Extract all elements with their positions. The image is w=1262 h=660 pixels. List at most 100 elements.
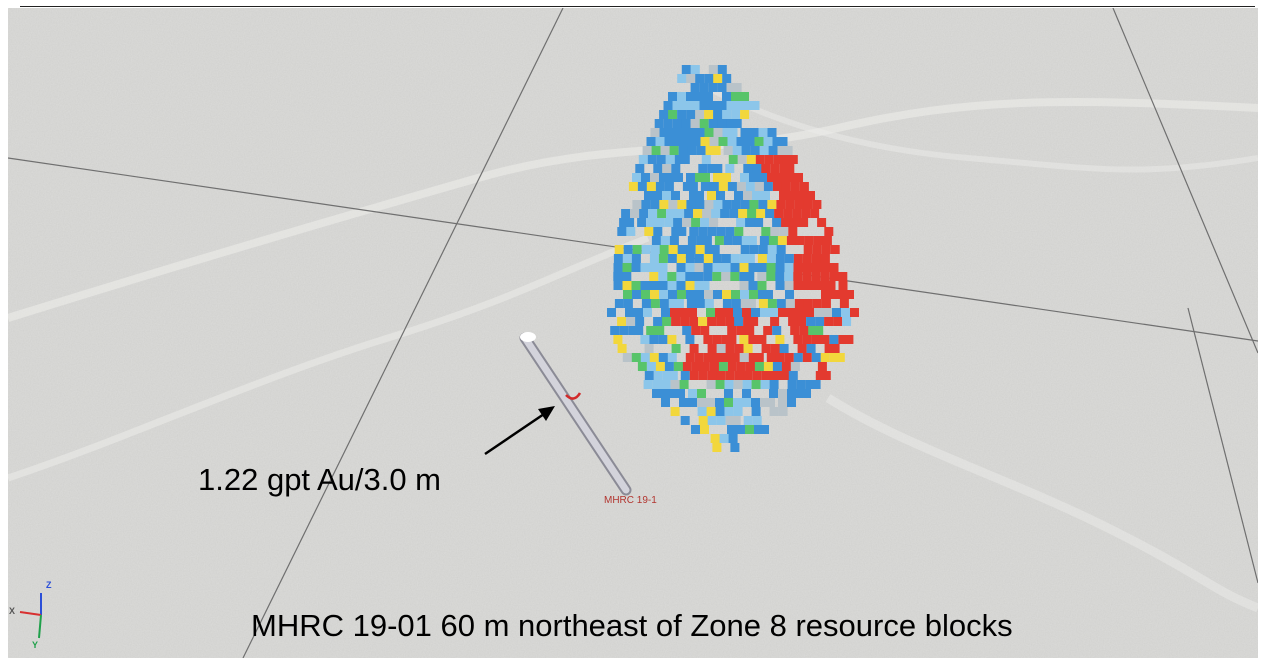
resource-block bbox=[820, 263, 830, 272]
resource-block bbox=[712, 353, 728, 362]
resource-block bbox=[776, 245, 786, 254]
resource-block bbox=[722, 128, 738, 137]
resource-block bbox=[767, 173, 776, 182]
resource-block bbox=[613, 281, 623, 290]
3d-viewport[interactable]: Z X Y MHRC 19-1 1.22 gpt Au/3.0 m MHRC 1… bbox=[8, 8, 1258, 658]
resource-block bbox=[729, 209, 745, 218]
resource-block bbox=[668, 299, 684, 308]
resource-block bbox=[749, 173, 758, 182]
resource-block bbox=[691, 326, 701, 335]
resource-block bbox=[707, 191, 716, 200]
resource-block bbox=[740, 290, 749, 299]
resource-block bbox=[658, 353, 674, 362]
resource-block bbox=[727, 326, 737, 335]
resource-block bbox=[650, 128, 660, 137]
resource-block bbox=[802, 272, 812, 281]
assay-callout-text: 1.22 gpt Au/3.0 m bbox=[198, 462, 442, 497]
resource-block bbox=[830, 290, 845, 299]
resource-block bbox=[650, 299, 660, 308]
resource-block bbox=[739, 281, 755, 290]
resource-block bbox=[669, 236, 679, 245]
resource-block bbox=[704, 299, 714, 308]
resource-block bbox=[707, 317, 717, 326]
resource-block bbox=[743, 164, 759, 173]
resource-block bbox=[748, 335, 764, 344]
resource-block bbox=[718, 137, 728, 146]
resource-block bbox=[725, 371, 735, 380]
resource-block bbox=[812, 200, 822, 209]
resource-block bbox=[695, 128, 705, 137]
resource-block bbox=[677, 128, 687, 137]
resource-block bbox=[768, 146, 778, 155]
resource-block bbox=[758, 173, 767, 182]
resource-block bbox=[700, 362, 710, 371]
resource-block bbox=[736, 425, 751, 434]
resource-block bbox=[829, 335, 839, 344]
resource-block bbox=[691, 362, 707, 371]
resource-block bbox=[793, 254, 803, 263]
resource-block bbox=[680, 317, 690, 326]
resource-block bbox=[698, 227, 708, 236]
resource-block bbox=[802, 335, 812, 344]
resource-block bbox=[776, 200, 786, 209]
resource-block bbox=[776, 173, 791, 182]
resource-block bbox=[628, 182, 638, 191]
resource-block bbox=[717, 83, 727, 92]
resource-block bbox=[658, 335, 668, 344]
resource-block bbox=[736, 218, 752, 227]
resource-block bbox=[695, 110, 705, 119]
resource-block bbox=[677, 290, 686, 299]
resource-block bbox=[682, 362, 692, 371]
resource-block bbox=[700, 425, 709, 434]
resource-block bbox=[681, 101, 691, 110]
resource-block bbox=[824, 317, 834, 326]
resource-block bbox=[655, 182, 665, 191]
resource-block bbox=[811, 254, 827, 263]
resource-block bbox=[804, 236, 814, 245]
resource-block bbox=[829, 272, 845, 281]
resource-block bbox=[717, 101, 727, 110]
resource-block bbox=[638, 155, 648, 164]
resource-block bbox=[733, 308, 742, 317]
resource-block bbox=[735, 101, 745, 110]
resource-block bbox=[811, 281, 821, 290]
resource-block bbox=[778, 407, 788, 416]
resource-block bbox=[677, 110, 687, 119]
resource-block bbox=[661, 389, 676, 398]
resource-block bbox=[681, 119, 691, 128]
resource-block bbox=[793, 263, 803, 272]
resource-block bbox=[784, 353, 794, 362]
resource-block bbox=[799, 218, 809, 227]
resource-block bbox=[622, 281, 638, 290]
resource-block bbox=[653, 317, 669, 326]
resource-block bbox=[708, 65, 718, 74]
resource-block bbox=[685, 281, 695, 290]
resource-block bbox=[769, 380, 779, 389]
resource-block bbox=[707, 416, 717, 425]
resource-block bbox=[667, 254, 677, 263]
resource-block bbox=[722, 110, 732, 119]
resource-block bbox=[670, 308, 679, 317]
resource-block bbox=[740, 245, 750, 254]
resource-block bbox=[757, 263, 767, 272]
drillhole-label: MHRC 19-1 bbox=[604, 495, 657, 506]
resource-block bbox=[820, 281, 836, 290]
resource-block bbox=[766, 353, 782, 362]
resource-block bbox=[817, 218, 827, 227]
resource-block bbox=[754, 182, 764, 191]
resource-block bbox=[659, 290, 674, 299]
resource-block bbox=[812, 299, 822, 308]
resource-block bbox=[682, 218, 692, 227]
resource-block bbox=[754, 137, 764, 146]
resource-block bbox=[752, 371, 762, 380]
resource-block bbox=[779, 344, 789, 353]
resource-block bbox=[731, 290, 746, 299]
resource-block bbox=[631, 353, 647, 362]
resource-block bbox=[688, 398, 697, 407]
resource-block bbox=[744, 101, 760, 110]
resource-block bbox=[850, 308, 859, 317]
resource-block bbox=[706, 407, 716, 416]
resource-block bbox=[631, 263, 641, 272]
resource-block bbox=[685, 353, 695, 362]
resource-block bbox=[731, 200, 741, 209]
